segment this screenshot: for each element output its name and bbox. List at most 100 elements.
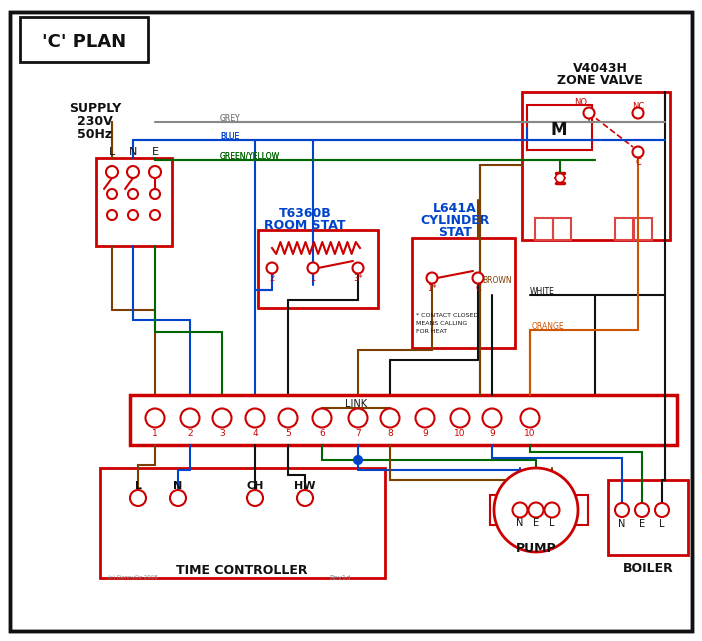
Circle shape xyxy=(128,210,138,220)
Bar xyxy=(535,218,553,240)
Circle shape xyxy=(312,408,331,428)
Circle shape xyxy=(635,503,649,517)
Circle shape xyxy=(149,166,161,178)
Text: 4: 4 xyxy=(252,428,258,438)
Circle shape xyxy=(348,408,368,428)
Text: E: E xyxy=(639,519,645,529)
Text: T6360B: T6360B xyxy=(279,206,331,219)
Circle shape xyxy=(130,490,146,506)
Text: C: C xyxy=(475,283,481,292)
Circle shape xyxy=(520,408,540,428)
Circle shape xyxy=(279,408,298,428)
Text: BROWN: BROWN xyxy=(482,276,512,285)
Text: NO: NO xyxy=(574,97,588,106)
Circle shape xyxy=(555,174,564,183)
Text: L: L xyxy=(135,481,142,491)
Circle shape xyxy=(529,503,543,517)
Text: 9: 9 xyxy=(489,428,495,438)
Circle shape xyxy=(512,503,527,517)
Text: E: E xyxy=(152,147,159,157)
Text: GREY: GREY xyxy=(220,113,241,122)
Circle shape xyxy=(633,147,644,158)
Text: GREEN/YELLOW: GREEN/YELLOW xyxy=(220,151,280,160)
Text: NC: NC xyxy=(632,101,644,110)
Bar xyxy=(553,218,571,240)
Circle shape xyxy=(170,490,186,506)
Text: 7: 7 xyxy=(355,428,361,438)
Circle shape xyxy=(615,503,629,517)
Circle shape xyxy=(482,408,501,428)
Bar xyxy=(608,480,688,555)
Text: Rev1d: Rev1d xyxy=(329,575,351,581)
Text: WHITE: WHITE xyxy=(530,287,555,296)
Text: 6: 6 xyxy=(319,428,325,438)
Text: 2: 2 xyxy=(270,274,274,283)
Text: L: L xyxy=(549,518,555,528)
Text: N: N xyxy=(516,518,524,528)
Circle shape xyxy=(494,468,578,552)
Text: L: L xyxy=(659,519,665,529)
Circle shape xyxy=(307,263,319,274)
Bar xyxy=(527,105,592,150)
Text: 3*: 3* xyxy=(353,274,363,283)
Bar xyxy=(490,495,503,525)
Circle shape xyxy=(545,503,559,517)
Text: * CONTACT CLOSED: * CONTACT CLOSED xyxy=(416,313,478,317)
Text: 9: 9 xyxy=(422,428,428,438)
Text: N: N xyxy=(173,481,183,491)
Text: GREEN/YELLOW: GREEN/YELLOW xyxy=(220,151,280,160)
Text: 50Hz: 50Hz xyxy=(77,128,112,140)
Text: V4043H: V4043H xyxy=(573,62,628,74)
Text: BLUE: BLUE xyxy=(220,131,239,140)
Text: E: E xyxy=(533,518,539,528)
Text: ORANGE: ORANGE xyxy=(532,322,564,331)
Text: STAT: STAT xyxy=(438,226,472,238)
Circle shape xyxy=(246,408,265,428)
Text: ZONE VALVE: ZONE VALVE xyxy=(557,74,643,87)
Bar xyxy=(96,158,172,246)
Circle shape xyxy=(354,456,362,464)
Bar xyxy=(412,238,515,348)
Circle shape xyxy=(127,166,139,178)
Circle shape xyxy=(451,408,470,428)
Circle shape xyxy=(107,189,117,199)
Circle shape xyxy=(150,210,160,220)
Text: LINK: LINK xyxy=(345,399,367,409)
Text: FOR HEAT: FOR HEAT xyxy=(416,328,447,333)
Text: N: N xyxy=(618,519,625,529)
Text: C: C xyxy=(635,158,641,167)
Circle shape xyxy=(267,263,277,274)
Circle shape xyxy=(655,503,669,517)
Circle shape xyxy=(128,189,138,199)
Bar xyxy=(615,218,633,240)
Circle shape xyxy=(416,408,435,428)
Text: L641A: L641A xyxy=(433,201,477,215)
Text: (c) DennyOz 2008: (c) DennyOz 2008 xyxy=(108,576,158,581)
Bar xyxy=(634,218,652,240)
Circle shape xyxy=(150,189,160,199)
Text: BOILER: BOILER xyxy=(623,563,673,576)
Text: 10: 10 xyxy=(454,428,465,438)
Text: ROOM STAT: ROOM STAT xyxy=(264,219,346,231)
Text: 2: 2 xyxy=(187,428,193,438)
Text: CH: CH xyxy=(246,481,264,491)
Bar xyxy=(258,230,378,308)
Text: HW: HW xyxy=(294,481,316,491)
Text: SUPPLY: SUPPLY xyxy=(69,101,121,115)
Text: GREY: GREY xyxy=(220,113,241,122)
Circle shape xyxy=(213,408,232,428)
Circle shape xyxy=(107,210,117,220)
Bar xyxy=(130,395,677,445)
Circle shape xyxy=(247,490,263,506)
Bar xyxy=(20,17,148,62)
Text: 1: 1 xyxy=(310,274,316,283)
Text: CYLINDER: CYLINDER xyxy=(420,213,490,226)
Text: M: M xyxy=(551,121,567,139)
Circle shape xyxy=(583,108,595,119)
Text: 1: 1 xyxy=(152,428,158,438)
Text: TIME CONTROLLER: TIME CONTROLLER xyxy=(176,565,307,578)
Text: 10: 10 xyxy=(524,428,536,438)
Text: PUMP: PUMP xyxy=(516,542,556,554)
Text: 1*: 1* xyxy=(428,283,437,292)
Circle shape xyxy=(380,408,399,428)
